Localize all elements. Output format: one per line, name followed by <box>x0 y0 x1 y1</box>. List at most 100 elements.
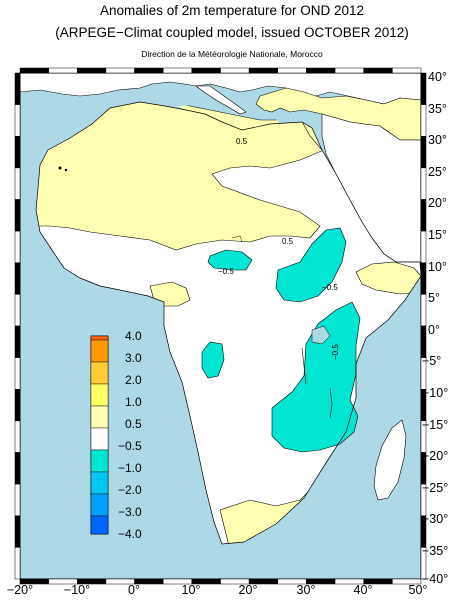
frame-segment <box>14 136 21 169</box>
latitude-axis: 40° 35° 30° 25° 20° 15° 10° 5° 0° −5° −1… <box>422 70 448 586</box>
frame-segment <box>420 547 427 580</box>
lon-tick-label: 40° <box>354 583 373 597</box>
lat-tick-label: 0° <box>428 323 440 337</box>
cool-anomaly-east-africa <box>275 227 347 303</box>
legend-label: 1.0 <box>125 395 142 409</box>
lat-tick-label: 25° <box>428 165 447 179</box>
frame-checker-border <box>14 67 427 585</box>
canary-islands <box>58 166 62 170</box>
frame-segment <box>14 230 21 263</box>
legend-swatch <box>90 339 109 363</box>
italy-land <box>195 85 247 115</box>
frame-segment <box>14 452 21 485</box>
frame-segment <box>134 67 164 74</box>
color-legend: 4.0 3.0 2.0 1.0 0.5 −0.5 −1.0 −2.0 −3.0 … <box>90 329 142 541</box>
map-credit: Direction de la Météorologie Nationale, … <box>141 49 323 59</box>
frame-segment <box>392 67 422 74</box>
cool-anomaly-central-west <box>207 249 253 271</box>
legend-label: −3.0 <box>118 505 142 519</box>
contour-label: −0.5 <box>322 283 338 292</box>
legend-label: −4.0 <box>118 527 142 541</box>
warm-anomaly-horn <box>355 261 421 295</box>
lake-chad <box>231 235 243 243</box>
map-subtitle: (ARPEGE−Climat coupled model, issued OCT… <box>55 25 409 40</box>
lat-tick-label: −20° <box>422 449 448 463</box>
map-title: Anomalies of 2m temperature for OND 2012 <box>99 3 365 18</box>
warm-anomaly-north-africa <box>36 102 325 251</box>
frame-segment <box>77 67 107 74</box>
frame-segment <box>420 136 427 169</box>
legend-swatch <box>90 427 109 451</box>
legend-label: −0.5 <box>118 439 142 453</box>
lat-tick-label: 15° <box>428 228 447 242</box>
canary-islands <box>64 168 68 172</box>
lat-tick-label: 5° <box>428 291 440 305</box>
frame-segment <box>14 325 21 358</box>
frame-segment <box>14 389 21 422</box>
frame-segment <box>277 67 307 74</box>
frame-segment <box>420 104 427 137</box>
lake-tanganyika <box>301 347 307 385</box>
frame-segment <box>420 230 427 263</box>
legend-swatch <box>90 515 109 535</box>
frame-segment <box>420 199 427 232</box>
legend-swatch <box>90 405 109 429</box>
frame-segment <box>306 67 336 74</box>
frame-segment <box>162 67 193 74</box>
lon-tick-label: −20° <box>7 583 33 597</box>
frame-segment <box>14 199 21 232</box>
lake-malawi <box>329 387 333 419</box>
frame-segment <box>420 294 427 327</box>
frame-segment <box>191 67 221 74</box>
frame-segment <box>420 167 427 200</box>
longitude-axis: −20° −10° 0° 10° 20° 30° 40° 50° <box>7 583 428 597</box>
lon-tick-label: 20° <box>239 583 258 597</box>
frame-segment <box>19 67 49 74</box>
contour-label: −0.5 <box>331 344 340 360</box>
frame-segment <box>420 262 427 295</box>
lat-tick-label: −30° <box>422 512 448 526</box>
lon-tick-label: 0° <box>128 583 140 597</box>
frame-segment <box>248 67 279 74</box>
lat-tick-label: −25° <box>422 481 448 495</box>
lat-tick-label: 30° <box>428 133 447 147</box>
legend-swatch <box>90 449 109 473</box>
lat-tick-label: −35° <box>422 544 448 558</box>
lat-tick-label: 40° <box>428 70 447 84</box>
frame-segment <box>220 67 250 74</box>
contour-label: −0.5 <box>218 267 234 276</box>
lon-tick-label: 30° <box>297 583 316 597</box>
lat-tick-label: −5° <box>422 354 441 368</box>
frame-segment <box>14 262 21 295</box>
contour-label: 0.5 <box>236 137 248 146</box>
frame-segment <box>420 325 427 358</box>
lat-tick-label: −40° <box>422 572 448 586</box>
frame-segment <box>48 67 78 74</box>
frame-segment <box>14 420 21 453</box>
contour-label: 0.5 <box>282 237 294 246</box>
legend-swatch <box>90 383 109 407</box>
frame-segment <box>105 67 135 74</box>
lat-tick-label: −15° <box>422 418 448 432</box>
lon-tick-label: 50° <box>409 583 428 597</box>
legend-swatch <box>90 361 109 385</box>
frame-segment <box>14 104 21 137</box>
frame-segment <box>420 72 427 105</box>
legend-swatch <box>90 471 109 495</box>
legend-label: 0.5 <box>125 417 142 431</box>
frame-segment <box>334 67 364 74</box>
africa-coastline <box>35 101 421 545</box>
lon-tick-label: 10° <box>182 583 201 597</box>
frame-segment <box>14 515 21 548</box>
frame-segment <box>392 578 422 585</box>
legend-swatch <box>90 493 109 517</box>
lat-tick-label: 35° <box>428 102 447 116</box>
lat-tick-label: 20° <box>428 196 447 210</box>
frame-segment <box>14 483 21 516</box>
lat-tick-label: −10° <box>422 386 448 400</box>
frame-segment <box>14 72 21 105</box>
lake-victoria <box>311 325 331 345</box>
frame-segment <box>14 357 21 390</box>
frame-segment <box>363 67 393 74</box>
